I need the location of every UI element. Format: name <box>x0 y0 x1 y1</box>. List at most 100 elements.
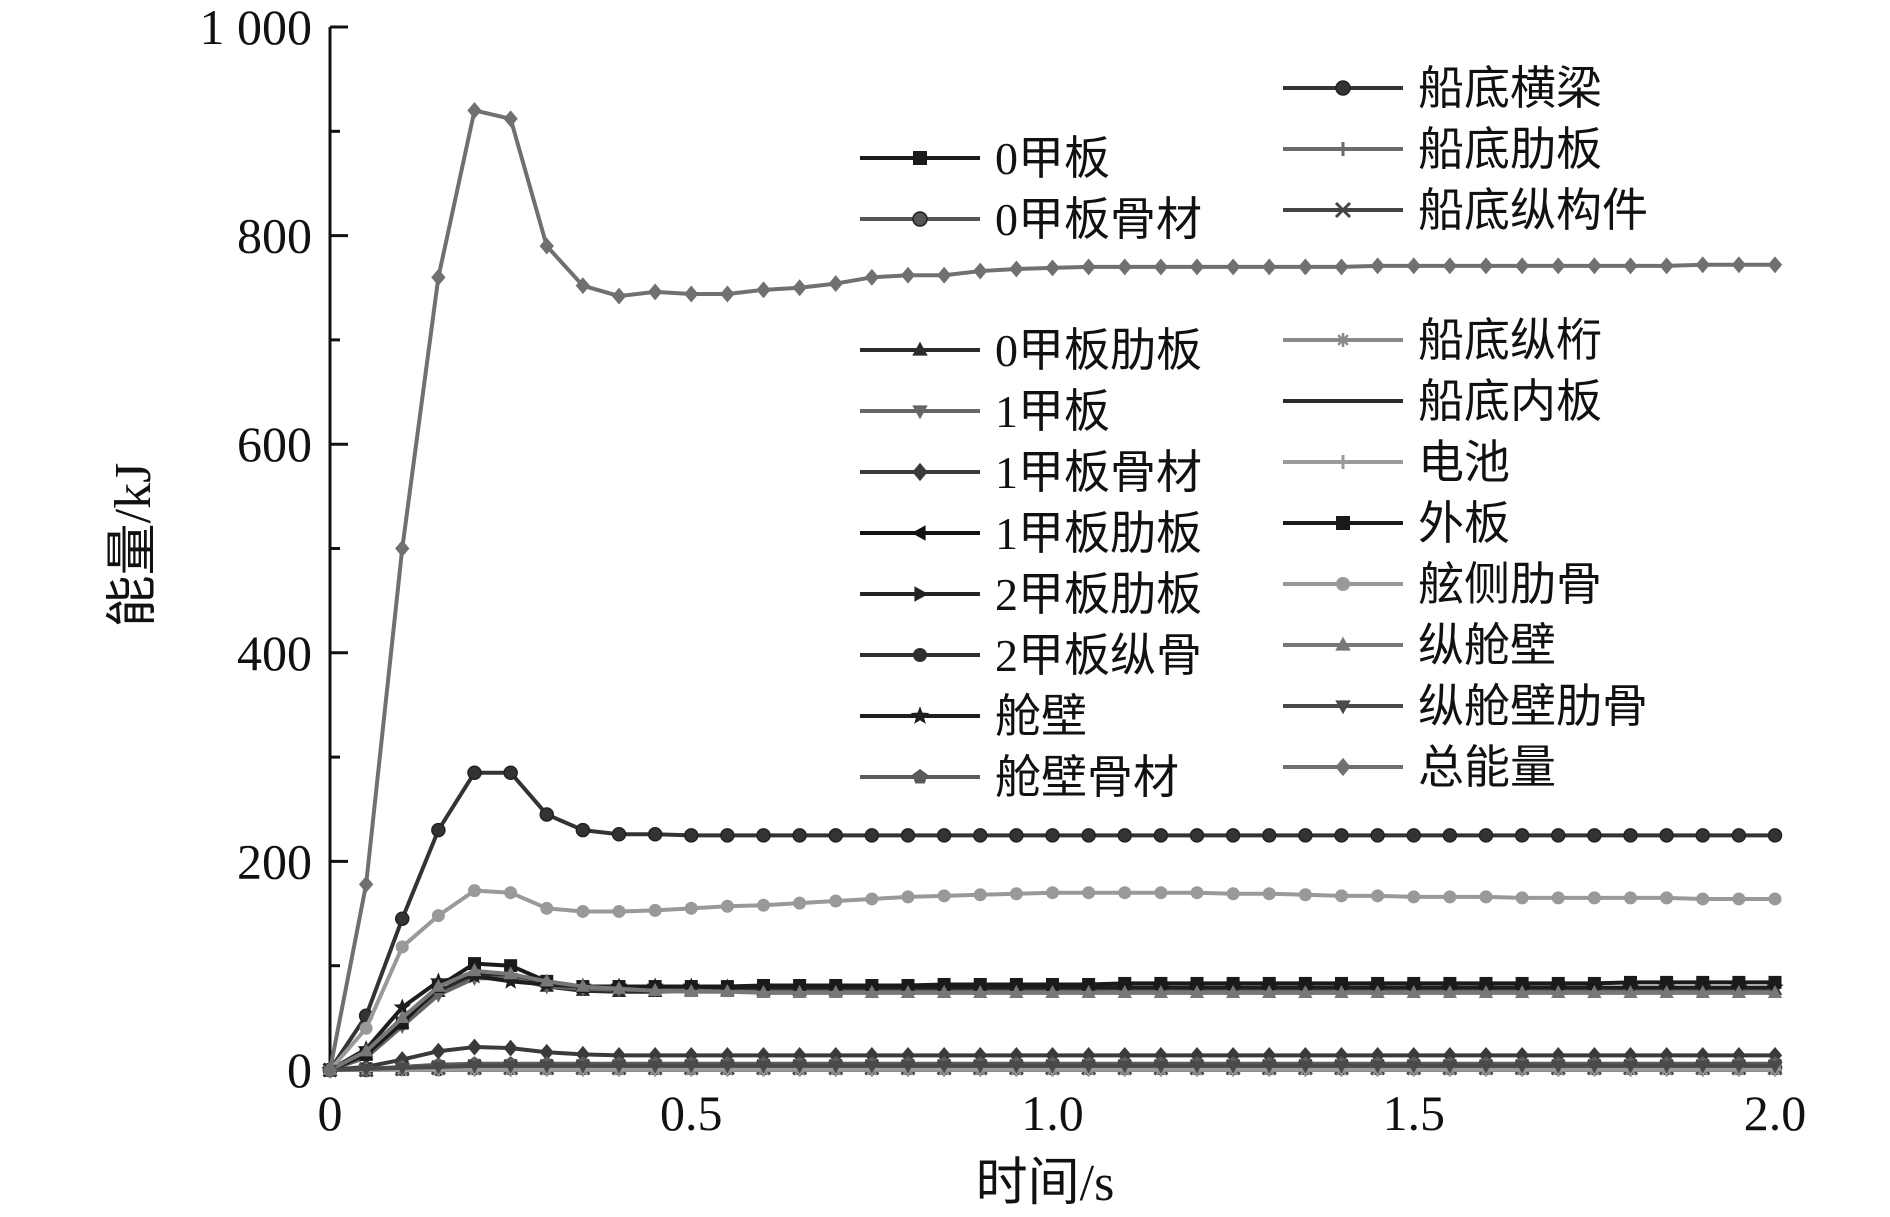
data-point <box>1082 977 1096 991</box>
y-axis-title: 能量/kJ <box>105 463 162 628</box>
data-point <box>684 1060 699 1074</box>
data-point <box>1009 1060 1024 1074</box>
data-point <box>1660 975 1674 989</box>
data-point <box>1660 891 1674 905</box>
data-point <box>1009 828 1024 843</box>
legend-label: 2甲板肋板 <box>995 569 1202 620</box>
data-point <box>395 940 409 954</box>
data-point <box>1298 976 1312 990</box>
legend-marker <box>912 768 928 784</box>
legend-item: 0甲板 <box>860 133 1110 184</box>
data-point <box>1225 258 1241 276</box>
x-tick-label: 0 <box>318 1085 343 1141</box>
data-point <box>1406 1060 1421 1074</box>
data-point <box>358 1063 374 1077</box>
series-20 <box>322 101 1783 1079</box>
data-point <box>1587 976 1601 990</box>
data-point <box>576 904 590 918</box>
data-point <box>1767 828 1783 843</box>
data-point <box>1587 1060 1602 1074</box>
legend-marker <box>1336 577 1350 591</box>
data-point <box>575 277 591 295</box>
data-point <box>793 896 807 910</box>
legend-marker <box>1335 757 1351 777</box>
data-point <box>1478 257 1494 275</box>
data-point <box>1407 890 1421 904</box>
data-point <box>937 889 951 903</box>
data-point <box>757 898 770 912</box>
legend-marker <box>912 462 928 482</box>
data-point <box>503 966 518 980</box>
legend-marker <box>1335 636 1351 651</box>
data-point <box>1767 985 1783 999</box>
data-point <box>575 1045 591 1063</box>
data-point <box>1406 828 1421 843</box>
data-point <box>1443 890 1457 904</box>
data-point <box>973 985 988 999</box>
data-point <box>1551 976 1565 990</box>
data-point <box>1479 890 1493 904</box>
legend-item: 船底肋板 <box>1283 124 1602 175</box>
data-point <box>1659 985 1674 999</box>
legend-label: 船底肋板 <box>1418 124 1602 175</box>
legend-item: 船底纵桁 <box>1283 315 1602 366</box>
data-point <box>359 1021 373 1035</box>
data-point <box>1406 985 1421 999</box>
data-point <box>1407 976 1421 990</box>
data-point <box>1695 985 1710 999</box>
data-point <box>901 890 915 904</box>
data-point <box>900 266 916 284</box>
legend-label: 舷侧肋骨 <box>1418 559 1602 610</box>
data-point <box>936 266 952 284</box>
data-point <box>1153 258 1169 276</box>
legend-item: 舱壁骨材 <box>860 752 1179 803</box>
legend-item: 船底内板 <box>1283 376 1602 427</box>
data-point <box>1731 985 1747 999</box>
data-point <box>1623 1060 1638 1074</box>
data-point <box>1768 892 1782 906</box>
data-point <box>1262 828 1277 843</box>
data-point <box>647 1060 663 1074</box>
x-tick-label: 2.0 <box>1744 1085 1807 1141</box>
legend-label: 船底纵桁 <box>1418 315 1602 366</box>
data-point <box>1226 887 1240 901</box>
data-point <box>1117 985 1132 999</box>
data-point <box>1551 828 1566 843</box>
data-point <box>720 1060 735 1074</box>
data-point <box>1767 256 1783 274</box>
data-point <box>1298 828 1313 843</box>
data-point <box>395 911 410 927</box>
y-tick-label: 0 <box>287 1042 312 1098</box>
data-point <box>1046 977 1059 991</box>
data-point <box>1695 828 1710 843</box>
data-point <box>611 827 627 842</box>
data-point <box>720 1046 735 1064</box>
data-point <box>720 983 735 997</box>
data-point <box>1659 1060 1674 1074</box>
legend-label: 外板 <box>1418 498 1510 549</box>
data-point <box>358 1043 374 1057</box>
data-point <box>1189 828 1205 843</box>
data-point <box>792 1060 807 1074</box>
data-point <box>1117 258 1132 276</box>
data-point <box>1551 1060 1566 1074</box>
legend-label: 舱壁 <box>995 691 1087 742</box>
data-point <box>1479 976 1493 990</box>
data-point <box>1045 828 1060 843</box>
data-point <box>937 977 951 991</box>
legend-item: 舷侧肋骨 <box>1283 559 1602 610</box>
data-point <box>539 1043 554 1061</box>
data-point <box>936 1046 952 1064</box>
legend-label: 电池 <box>1418 437 1510 488</box>
data-point <box>611 1060 627 1074</box>
data-point <box>1081 828 1096 843</box>
data-point <box>756 985 771 999</box>
data-point <box>1009 985 1024 999</box>
legend-marker <box>910 706 930 724</box>
data-point <box>467 101 482 119</box>
data-point <box>973 888 987 902</box>
data-point <box>539 237 554 255</box>
data-point <box>1225 828 1241 843</box>
legend-label: 1甲板骨材 <box>995 447 1202 498</box>
